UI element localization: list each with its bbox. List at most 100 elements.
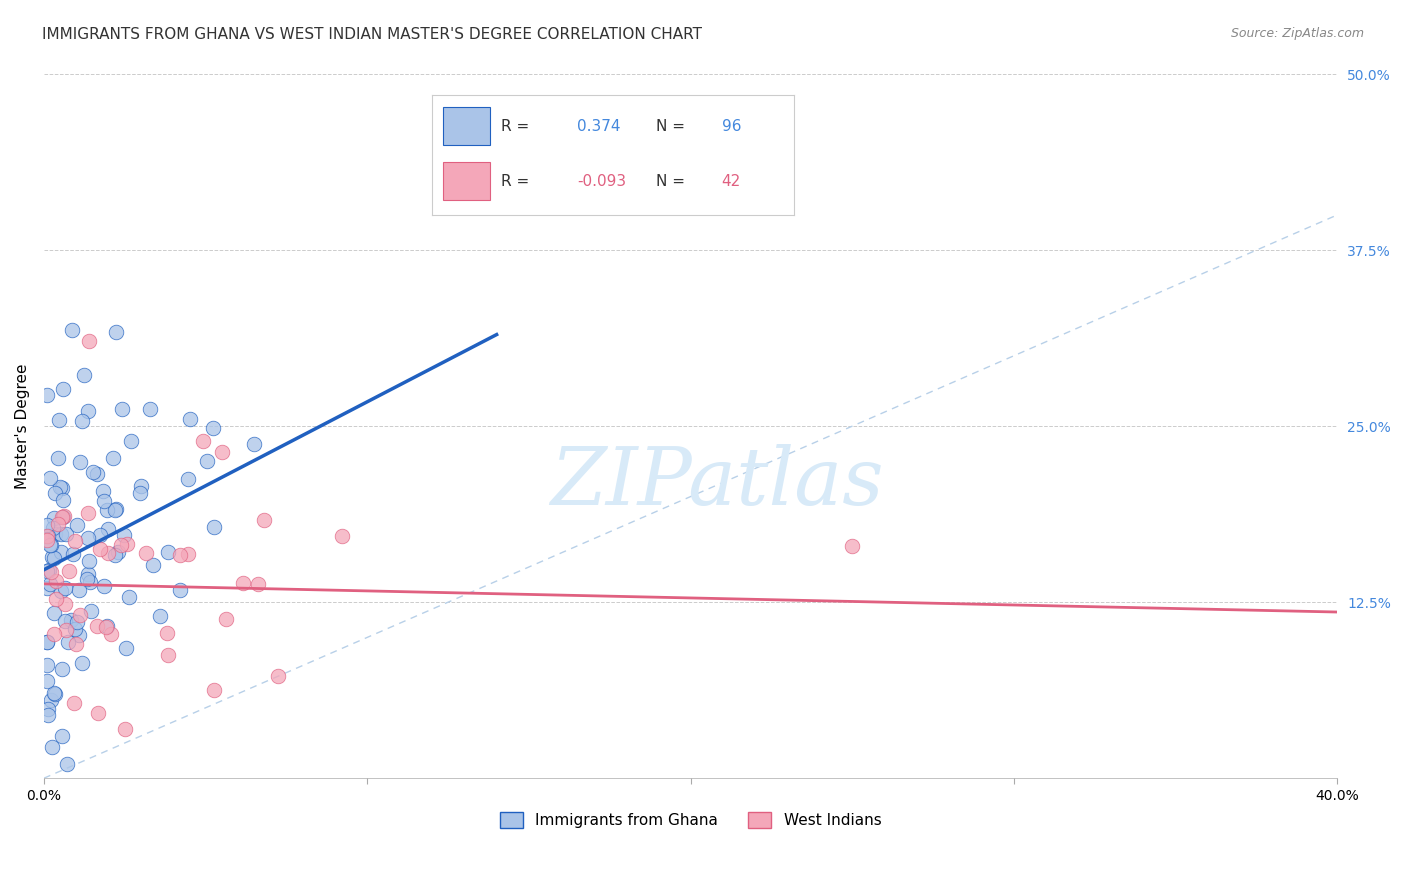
Text: Source: ZipAtlas.com: Source: ZipAtlas.com bbox=[1230, 27, 1364, 40]
Point bbox=[120, 434, 142, 448]
Point bbox=[49, 527, 72, 541]
Point bbox=[76, 506, 98, 520]
Point bbox=[49, 584, 72, 599]
Point bbox=[44, 551, 66, 566]
Point bbox=[77, 554, 100, 568]
Point bbox=[105, 325, 128, 339]
Point bbox=[55, 527, 77, 541]
Point bbox=[51, 729, 73, 743]
Point bbox=[77, 334, 100, 348]
Point bbox=[841, 539, 863, 553]
Point bbox=[82, 465, 104, 479]
Point bbox=[46, 516, 69, 531]
Point bbox=[55, 623, 77, 637]
Point bbox=[41, 740, 63, 755]
Point bbox=[177, 547, 200, 561]
Point bbox=[202, 682, 225, 697]
Point bbox=[52, 382, 75, 396]
Point bbox=[179, 411, 201, 425]
Point bbox=[42, 510, 65, 524]
Point bbox=[37, 529, 59, 543]
Point bbox=[69, 627, 91, 641]
Point bbox=[94, 620, 117, 634]
Point bbox=[39, 538, 62, 552]
Point bbox=[38, 538, 60, 552]
Point bbox=[100, 627, 122, 641]
Point bbox=[115, 641, 138, 656]
Point bbox=[114, 722, 136, 736]
Point bbox=[118, 590, 141, 604]
Point bbox=[103, 451, 125, 466]
Point bbox=[37, 634, 59, 648]
Point bbox=[89, 528, 111, 542]
Point bbox=[111, 402, 134, 417]
Point bbox=[39, 577, 62, 591]
Point bbox=[79, 574, 101, 589]
Point bbox=[93, 579, 115, 593]
Point bbox=[69, 455, 91, 469]
Point bbox=[142, 558, 165, 572]
Point bbox=[156, 648, 179, 662]
Point bbox=[135, 546, 157, 560]
Legend: Immigrants from Ghana, West Indians: Immigrants from Ghana, West Indians bbox=[494, 805, 887, 834]
Point bbox=[197, 454, 219, 468]
Point bbox=[97, 522, 120, 536]
Point bbox=[107, 545, 129, 559]
Point bbox=[86, 619, 108, 633]
Point bbox=[37, 529, 59, 543]
Point bbox=[37, 388, 59, 402]
Point bbox=[65, 534, 87, 549]
Point bbox=[77, 404, 100, 418]
Point bbox=[37, 635, 59, 649]
Point bbox=[169, 582, 191, 597]
Point bbox=[37, 658, 59, 673]
Point bbox=[42, 686, 65, 700]
Point bbox=[253, 513, 276, 527]
Point bbox=[60, 613, 83, 627]
Point bbox=[266, 669, 288, 683]
Point bbox=[247, 577, 270, 591]
Y-axis label: Master's Degree: Master's Degree bbox=[15, 363, 30, 489]
Point bbox=[45, 592, 67, 607]
Point bbox=[66, 615, 89, 629]
Point bbox=[37, 708, 59, 723]
Point bbox=[193, 434, 215, 448]
Point bbox=[51, 510, 73, 524]
Point bbox=[55, 614, 77, 628]
Point bbox=[52, 509, 75, 524]
Point bbox=[42, 521, 65, 535]
Point bbox=[69, 607, 91, 622]
Point bbox=[41, 550, 63, 565]
Point bbox=[53, 597, 76, 611]
Point bbox=[38, 563, 60, 577]
Point bbox=[63, 622, 86, 636]
Text: ZIPatlas: ZIPatlas bbox=[550, 443, 883, 521]
Point bbox=[112, 528, 135, 542]
Point bbox=[330, 529, 353, 543]
Point bbox=[51, 481, 73, 495]
Point bbox=[44, 485, 66, 500]
Point bbox=[53, 581, 76, 595]
Point bbox=[232, 576, 254, 591]
Point bbox=[202, 520, 225, 534]
Point bbox=[177, 472, 200, 486]
Point bbox=[51, 545, 73, 559]
Point bbox=[42, 627, 65, 641]
Point bbox=[86, 467, 108, 481]
Text: IMMIGRANTS FROM GHANA VS WEST INDIAN MASTER'S DEGREE CORRELATION CHART: IMMIGRANTS FROM GHANA VS WEST INDIAN MAS… bbox=[42, 27, 702, 42]
Point bbox=[96, 619, 118, 633]
Point bbox=[52, 508, 75, 523]
Point bbox=[115, 537, 138, 551]
Point bbox=[37, 674, 59, 689]
Point bbox=[48, 450, 70, 465]
Point bbox=[39, 471, 62, 485]
Point bbox=[76, 572, 98, 586]
Point bbox=[93, 484, 115, 499]
Point bbox=[77, 531, 100, 545]
Point bbox=[104, 501, 127, 516]
Point bbox=[139, 401, 162, 416]
Point bbox=[52, 492, 75, 507]
Point bbox=[202, 421, 225, 435]
Point bbox=[93, 493, 115, 508]
Point bbox=[104, 502, 127, 516]
